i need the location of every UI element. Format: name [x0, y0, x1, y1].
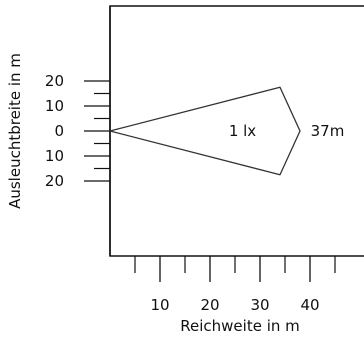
x-ticks: 10 20 30 40 — [134, 256, 336, 314]
y-tick-label: 0 — [54, 122, 64, 140]
x-tick-label: 10 — [150, 296, 169, 314]
chart-annotation: 1 lx — [229, 122, 256, 140]
isolux-outline — [109, 86, 301, 176]
y-tick-label: 10 — [45, 97, 64, 115]
x-tick-label: 40 — [300, 296, 319, 314]
x-axis-title: Reichweite in m — [180, 317, 300, 335]
y-tick-label: 10 — [45, 147, 64, 165]
y-tick-label: 20 — [45, 172, 64, 190]
x-tick-label: 30 — [250, 296, 269, 314]
chart-annotation: 37m — [311, 122, 345, 140]
y-tick-label: 20 — [45, 72, 64, 90]
annotations-layer: 1 lx 37m — [229, 122, 345, 140]
y-axis-title: Ausleuchtbreite in m — [6, 53, 24, 209]
series-layer — [109, 86, 301, 176]
x-tick-label: 20 — [200, 296, 219, 314]
y-ticks: 20 10 0 10 20 — [45, 72, 110, 190]
